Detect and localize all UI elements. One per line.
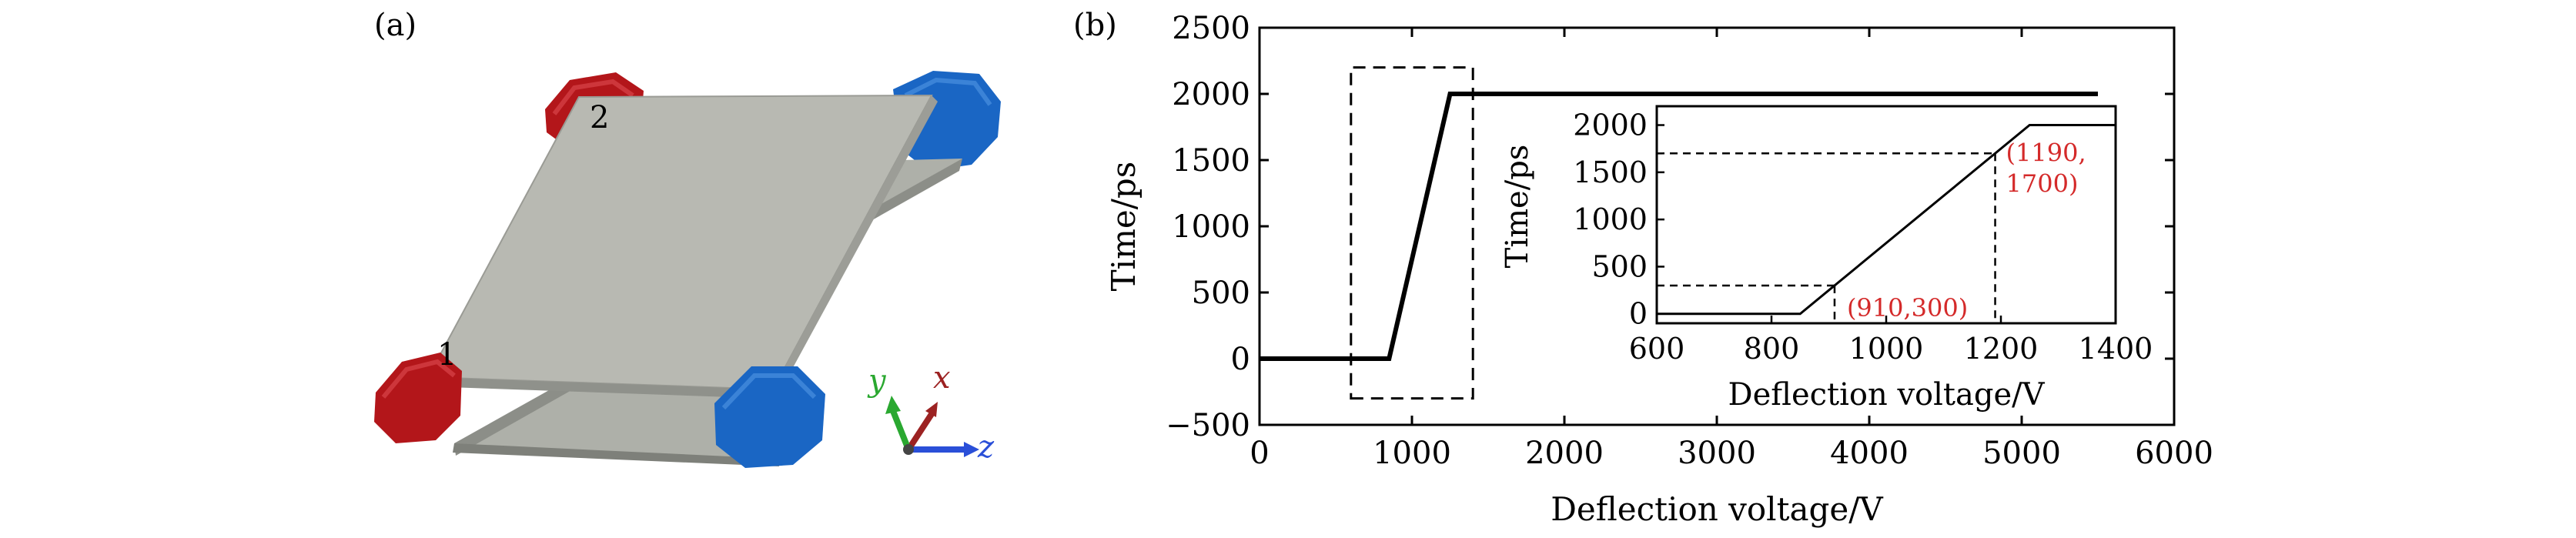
inset-ylabel: Time/ps xyxy=(1500,145,1535,269)
main-series-line xyxy=(1260,92,2098,361)
main-y-tick-label: 500 xyxy=(1192,276,1250,311)
main-y-tick-label: 2500 xyxy=(1172,11,1250,46)
inset-y-ticks: 0 500 1000 1500 2000 xyxy=(1573,109,1664,331)
panel-b-label: (b) xyxy=(1073,8,1117,43)
annotation-label: 1700) xyxy=(2006,169,2079,198)
main-y-tick-label: −500 xyxy=(1166,408,1250,443)
main-x-tick-label: 1000 xyxy=(1373,436,1451,471)
inset-x-tick-label: 1200 xyxy=(1964,332,2039,366)
plate-label-2: 2 xyxy=(590,100,609,135)
main-xlabel: Deflection voltage/V xyxy=(1551,490,1883,528)
triad-x-label: x xyxy=(933,360,951,396)
main-y-ticks: −500 0 500 1000 1500 2000 2500 xyxy=(1166,11,2174,443)
panel-a: (a) 1 2 xyxy=(374,8,1001,468)
panel-b: (b) 0 1000 2000 3000 4000 5000 6000 −500050010… xyxy=(1073,8,2213,528)
main-y-tick-label: 2000 xyxy=(1172,77,1250,112)
inset-guide-lines xyxy=(1657,152,1996,323)
inset-chart: 600 800 1000 1200 1400 0 500 1000 1500 2000 (910… xyxy=(1500,105,2153,413)
main-y-tick-label: 1000 xyxy=(1172,209,1250,245)
main-x-tick-label: 4000 xyxy=(1830,436,1909,471)
inset-y-tick-label: 0 xyxy=(1629,297,1648,331)
zoom-box xyxy=(1350,66,1474,400)
main-y-tick-label: 0 xyxy=(1231,342,1250,377)
inset-y-tick-label: 2000 xyxy=(1573,109,1648,142)
main-x-tick-label: 2000 xyxy=(1525,436,1604,471)
main-x-ticks: 0 1000 2000 3000 4000 5000 6000 xyxy=(1250,28,2213,471)
axes-triad: y x z xyxy=(867,360,995,465)
inset-y-tick-label: 500 xyxy=(1591,249,1648,283)
inset-x-tick-label: 1400 xyxy=(2079,332,2153,366)
main-x-tick-label: 6000 xyxy=(2135,436,2213,471)
inset-xlabel: Deflection voltage/V xyxy=(1728,377,2046,413)
device-illustration: 1 2 xyxy=(374,71,1001,468)
triad-z-label: z xyxy=(977,429,995,465)
inset-plot-frame xyxy=(1655,105,2117,325)
annotation-label: (910,300) xyxy=(1847,293,1968,322)
main-ylabel: Time/ps xyxy=(1105,162,1142,292)
annotation-label: (1190, xyxy=(2006,138,2086,167)
triad-y-label: y xyxy=(867,363,887,399)
main-y-tick-label: 1500 xyxy=(1172,143,1250,179)
inset-y-tick-label: 1500 xyxy=(1573,155,1648,189)
inset-series-line xyxy=(1657,124,2116,316)
main-x-tick-label: 3000 xyxy=(1678,436,1756,471)
inset-x-tick-label: 1000 xyxy=(1849,332,1924,366)
inset-y-tick-label: 1000 xyxy=(1573,202,1648,236)
plate-label-1: 1 xyxy=(437,337,457,373)
panel-a-label: (a) xyxy=(374,8,417,43)
inset-x-ticks: 600 800 1000 1200 1400 xyxy=(1629,316,2153,366)
red-electrode-bottom xyxy=(374,353,462,443)
main-x-tick-label: 0 xyxy=(1250,436,1269,471)
main-chart: 0 1000 2000 3000 4000 5000 6000 −5000500100015… xyxy=(1105,11,2213,528)
inset-x-tick-label: 800 xyxy=(1744,332,1800,366)
inset-x-tick-label: 600 xyxy=(1629,332,1685,366)
main-x-tick-label: 5000 xyxy=(1982,436,2061,471)
inset-annotations: (910,300) (1190,1700) xyxy=(1847,138,2086,322)
